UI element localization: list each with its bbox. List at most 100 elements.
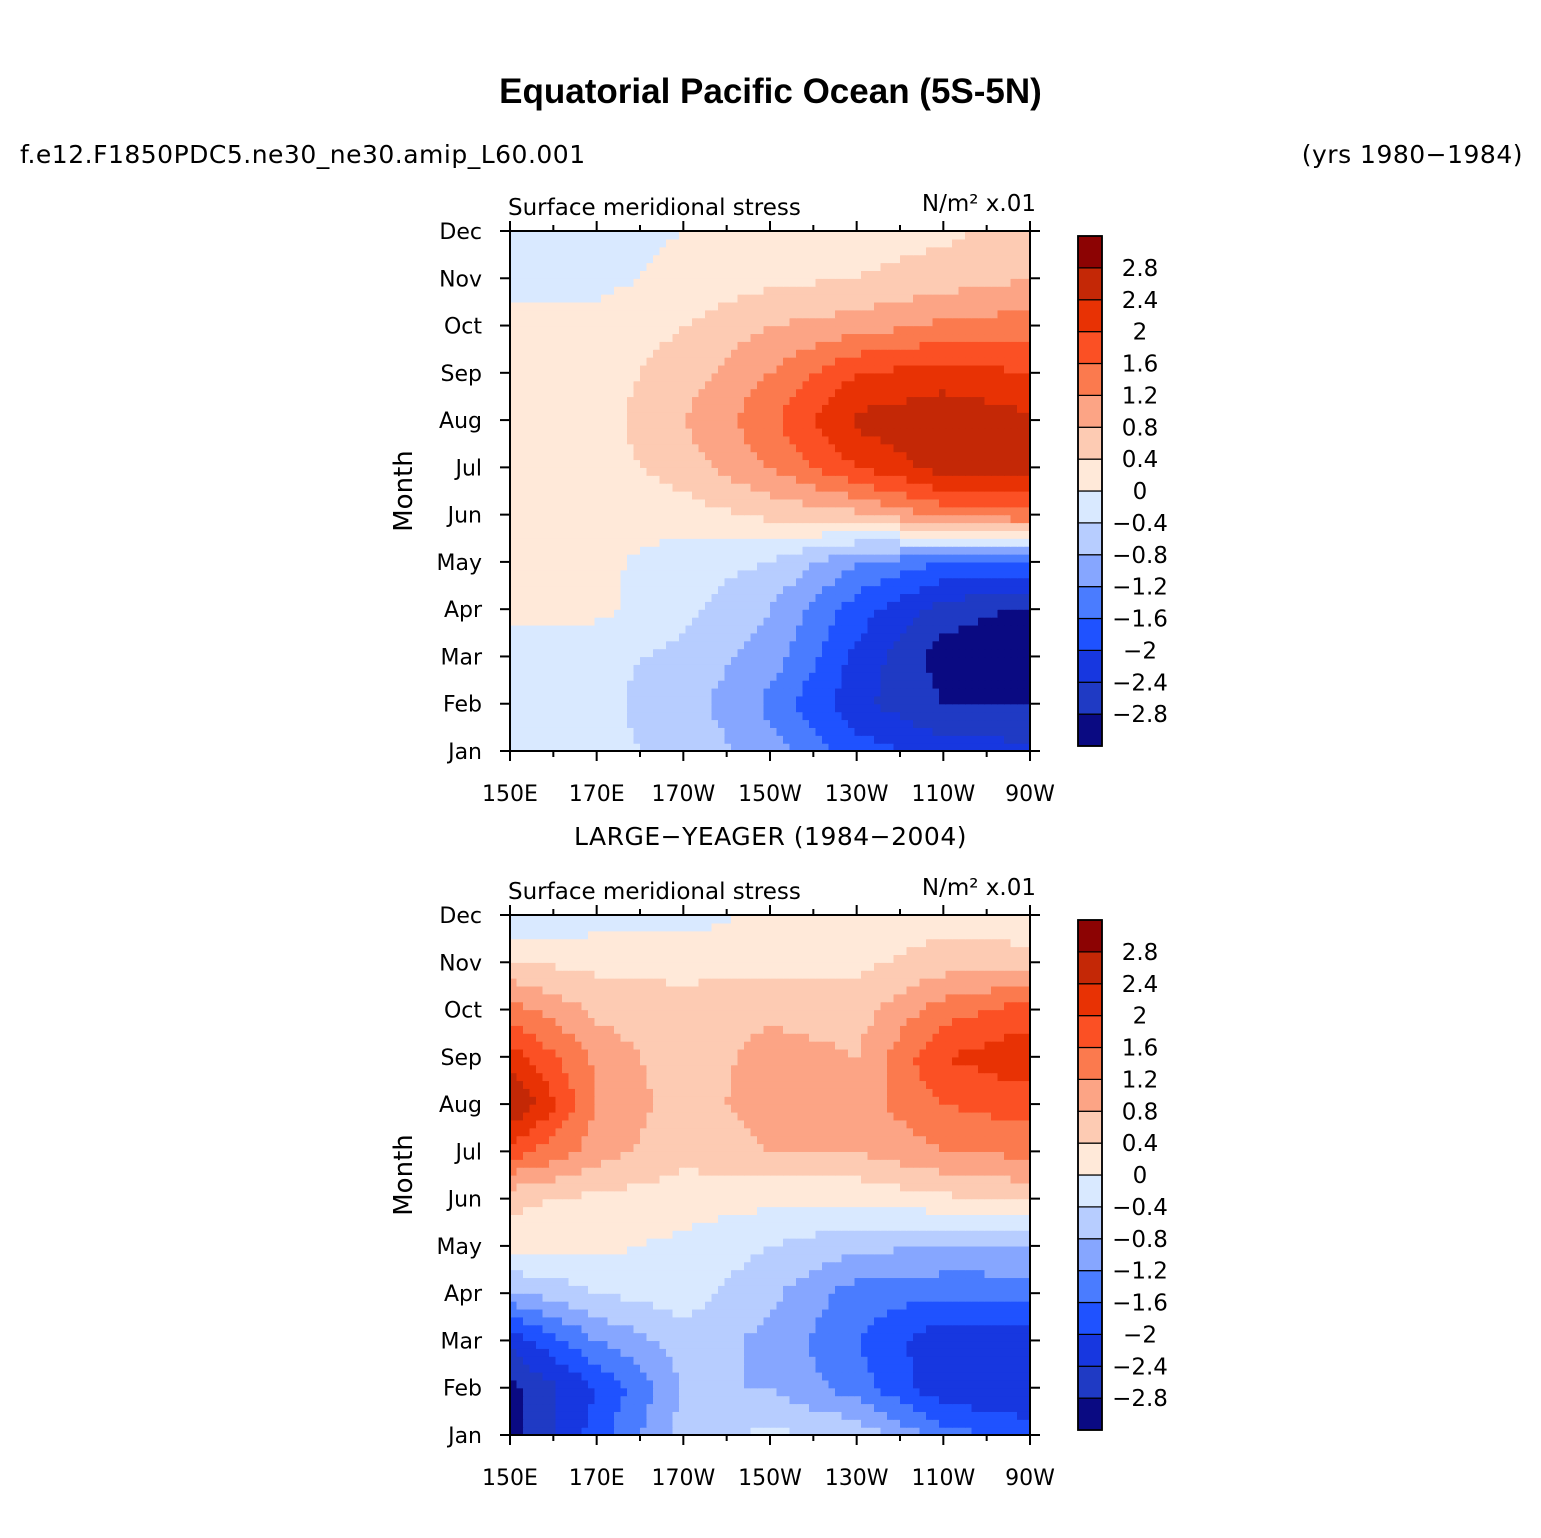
heat-cell: [932, 632, 940, 642]
heat-cell: [1023, 396, 1031, 405]
heat-cell: [913, 435, 921, 445]
heat-cell: [919, 656, 927, 665]
heat-cell: [978, 522, 986, 531]
heat-cell: [562, 743, 570, 752]
heat-cell: [698, 317, 706, 327]
heat-cell: [562, 427, 570, 437]
heat-cell: [809, 475, 817, 484]
heat-cell: [536, 404, 544, 413]
heat-cell: [926, 569, 934, 579]
heat-cell: [763, 727, 771, 736]
heat-cell: [789, 727, 797, 736]
heat-cell: [581, 254, 589, 264]
heat-cell: [926, 286, 934, 295]
heat-cell: [952, 624, 960, 634]
heat-cell: [757, 404, 765, 413]
heat-cell: [971, 506, 979, 516]
heat-cell: [692, 372, 700, 382]
heat-cell: [1017, 593, 1025, 602]
heat-cell: [601, 561, 609, 571]
heat-cell: [542, 459, 550, 468]
heat-cell: [627, 309, 635, 319]
heat-cell: [731, 585, 739, 595]
heat-cell: [705, 301, 713, 311]
heat-cell: [614, 294, 622, 303]
heat-cell: [770, 640, 778, 650]
heat-cell: [809, 309, 817, 319]
heat-cell: [705, 451, 713, 461]
heat-cell: [802, 687, 810, 697]
heat-cell: [685, 609, 693, 618]
heat-cell: [770, 743, 778, 752]
heat-cell: [965, 703, 973, 713]
heat-cell: [802, 349, 810, 358]
heat-cell: [685, 538, 693, 547]
heat-cell: [991, 333, 999, 342]
heat-cell: [542, 325, 550, 335]
heat-cell: [588, 491, 596, 500]
heat-cell: [932, 435, 940, 445]
heat-cell: [620, 451, 628, 461]
heat-cell: [549, 372, 557, 382]
heat-cell: [958, 357, 966, 366]
heat-cell: [867, 514, 875, 524]
heat-cell: [848, 687, 856, 697]
heat-cell: [731, 601, 739, 610]
heat-cell: [516, 617, 524, 626]
heat-cell: [874, 294, 882, 303]
heat-cell: [809, 680, 817, 689]
heat-cell: [581, 317, 589, 327]
heat-cell: [770, 364, 778, 374]
heat-cell: [633, 656, 641, 665]
heat-cell: [588, 727, 596, 736]
heat-cell: [763, 459, 771, 468]
heat-cell: [581, 617, 589, 626]
heat-cell: [698, 420, 706, 429]
heat-cell: [971, 640, 979, 650]
heat-cell: [685, 593, 693, 602]
heat-cell: [542, 695, 550, 705]
heat-cell: [549, 672, 557, 681]
heat-cell: [581, 632, 589, 642]
heat-cell: [614, 538, 622, 547]
heat-cell: [698, 514, 706, 524]
heat-cell: [646, 672, 654, 681]
heat-cell: [627, 420, 635, 429]
heat-cell: [529, 294, 537, 303]
heat-cell: [685, 695, 693, 705]
heat-cell: [627, 735, 635, 744]
heat-cell: [809, 695, 817, 705]
heat-cell: [620, 656, 628, 665]
heat-cell: [1004, 333, 1012, 342]
heat-cell: [536, 640, 544, 650]
heat-cell: [776, 278, 784, 287]
heat-cell: [1017, 388, 1025, 398]
heat-cell: [789, 420, 797, 429]
heat-cell: [822, 262, 830, 271]
heat-cell: [815, 711, 823, 721]
heat-cell: [718, 451, 726, 461]
heat-cell: [958, 380, 966, 390]
heat-cell: [906, 278, 914, 287]
heat-cell: [594, 546, 602, 555]
heat-cell: [841, 577, 849, 587]
heat-cell: [594, 703, 602, 713]
heat-cell: [1010, 656, 1018, 665]
heat-cell: [614, 640, 622, 650]
heat-cell: [562, 664, 570, 673]
heat-cell: [965, 664, 973, 673]
heat-cell: [822, 341, 830, 350]
heat-cell: [822, 577, 830, 587]
heat-cell: [932, 301, 940, 311]
heat-cell: [867, 530, 875, 539]
heat-cell: [627, 554, 635, 563]
heat-cell: [724, 498, 732, 508]
heat-cell: [978, 680, 986, 689]
heat-cell: [679, 388, 687, 398]
heat-cell: [913, 711, 921, 721]
heat-cell: [653, 443, 661, 453]
heat-cell: [854, 514, 862, 524]
heat-cell: [789, 703, 797, 713]
heat-cell: [601, 286, 609, 295]
heat-cell: [783, 672, 791, 681]
